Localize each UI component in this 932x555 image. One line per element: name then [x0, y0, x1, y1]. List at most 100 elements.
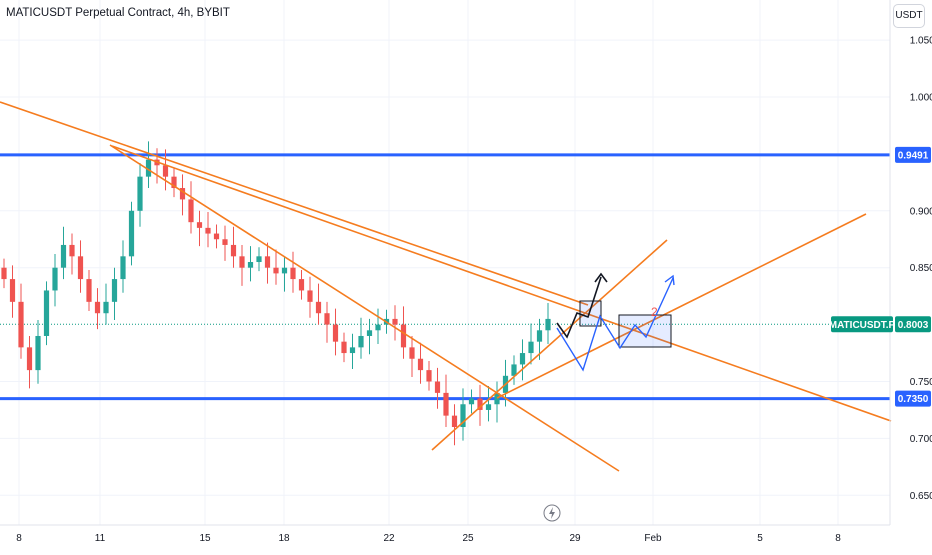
- candle-down: [171, 176, 177, 189]
- candle-down: [332, 324, 339, 342]
- trendline[interactable]: [431, 239, 668, 451]
- last-price-label-bg: [895, 316, 931, 333]
- currency-button[interactable]: USDT: [893, 4, 925, 28]
- lightning-icon[interactable]: [543, 504, 561, 522]
- arrowhead-black[interactable]: [594, 272, 608, 283]
- candle-up: [145, 159, 152, 177]
- candle-up: [128, 210, 135, 257]
- candle-down: [264, 256, 271, 268]
- candle-up: [468, 398, 475, 405]
- candle-down: [213, 233, 220, 240]
- candle-down: [179, 188, 186, 200]
- price-labels: 0.9491 0.7350 MATICUSDT.P 0.8003: [543, 146, 931, 522]
- candle-up: [460, 404, 466, 428]
- trendline[interactable]: [496, 213, 867, 399]
- x-tick-label: 11: [95, 533, 106, 544]
- candle-up: [103, 301, 109, 314]
- candle-up: [256, 256, 262, 263]
- x-tick-label: 8: [16, 533, 22, 544]
- candle-down: [443, 392, 449, 416]
- candle-down: [324, 313, 330, 325]
- scenario-marker: 2: [651, 305, 658, 319]
- x-tick-label: Feb: [644, 533, 662, 544]
- candle-up: [137, 176, 143, 211]
- candle-down: [426, 370, 432, 382]
- projection-drawings[interactable]: 2: [556, 272, 675, 372]
- x-tick-label: 15: [199, 533, 211, 544]
- x-tick-label: 5: [757, 533, 763, 544]
- level-price-label-bg: [895, 146, 931, 163]
- candle-down: [392, 318, 398, 325]
- bullish-path-black[interactable]: [556, 276, 602, 339]
- candle-down: [298, 279, 305, 291]
- level-price-label-bg: [895, 390, 931, 407]
- x-tick-label: 18: [278, 533, 290, 544]
- lightning-icon-ring: [543, 504, 561, 522]
- candles: [1, 141, 551, 446]
- candle-down: [18, 301, 24, 348]
- horizontal-levels[interactable]: [0, 153, 890, 401]
- candle-down: [451, 415, 458, 428]
- candle-up: [281, 267, 288, 274]
- lightning-icon-bolt: [549, 507, 555, 519]
- candle-down: [222, 239, 228, 245]
- candle-up: [375, 324, 381, 331]
- y-tick-label: 0.6500: [910, 491, 932, 502]
- candle-up: [494, 392, 500, 405]
- candle-down: [434, 381, 441, 393]
- candle-down: [417, 358, 424, 371]
- candle-down: [9, 279, 16, 302]
- candle-down: [86, 279, 92, 302]
- y-tick-label: 1.0500: [910, 36, 932, 47]
- x-tick-label: 25: [462, 533, 474, 544]
- candle-up: [511, 364, 517, 376]
- candle-down: [26, 347, 33, 371]
- candle-up: [111, 279, 118, 302]
- candle-up: [528, 341, 534, 354]
- candle-down: [230, 244, 237, 257]
- candle-up: [366, 330, 373, 336]
- candle-down: [205, 227, 211, 234]
- x-tick-label: 29: [569, 533, 581, 544]
- candle-up: [52, 267, 58, 291]
- candle-down: [196, 222, 203, 228]
- candle-down: [69, 244, 75, 257]
- candle-down: [188, 199, 194, 223]
- candle-up: [358, 335, 364, 348]
- candle-down: [477, 398, 483, 410]
- candle-down: [1, 267, 7, 280]
- candle-down: [162, 165, 169, 177]
- candle-up: [545, 318, 551, 331]
- candle-up: [349, 347, 356, 354]
- projection-path-blue[interactable]: [556, 277, 674, 372]
- candle-down: [400, 324, 407, 348]
- arrowhead-blue[interactable]: [664, 274, 675, 286]
- candle-up: [43, 290, 50, 336]
- trendline[interactable]: [109, 144, 620, 472]
- candle-up: [485, 404, 492, 410]
- x-tick-label: 8: [835, 533, 841, 544]
- last-price-symbol-label-bg: [831, 316, 893, 333]
- last-price-symbol-label: MATICUSDT.P: [829, 320, 896, 331]
- trendlines[interactable]: [0, 101, 892, 472]
- candle-down: [77, 256, 84, 280]
- trendline[interactable]: [0, 101, 589, 306]
- trendline[interactable]: [111, 145, 892, 422]
- candle-down: [409, 347, 415, 359]
- candle-up: [536, 330, 543, 342]
- last-price-label: 0.8003: [898, 320, 929, 331]
- grid: [0, 0, 890, 525]
- level-price-label: 0.7350: [898, 394, 929, 405]
- zone-box-large[interactable]: [618, 314, 672, 348]
- x-tick-label: 22: [383, 533, 395, 544]
- chart-title: MATICUSDT Perpetual Contract, 4h, BYBIT: [6, 7, 230, 19]
- candle-up: [120, 256, 126, 280]
